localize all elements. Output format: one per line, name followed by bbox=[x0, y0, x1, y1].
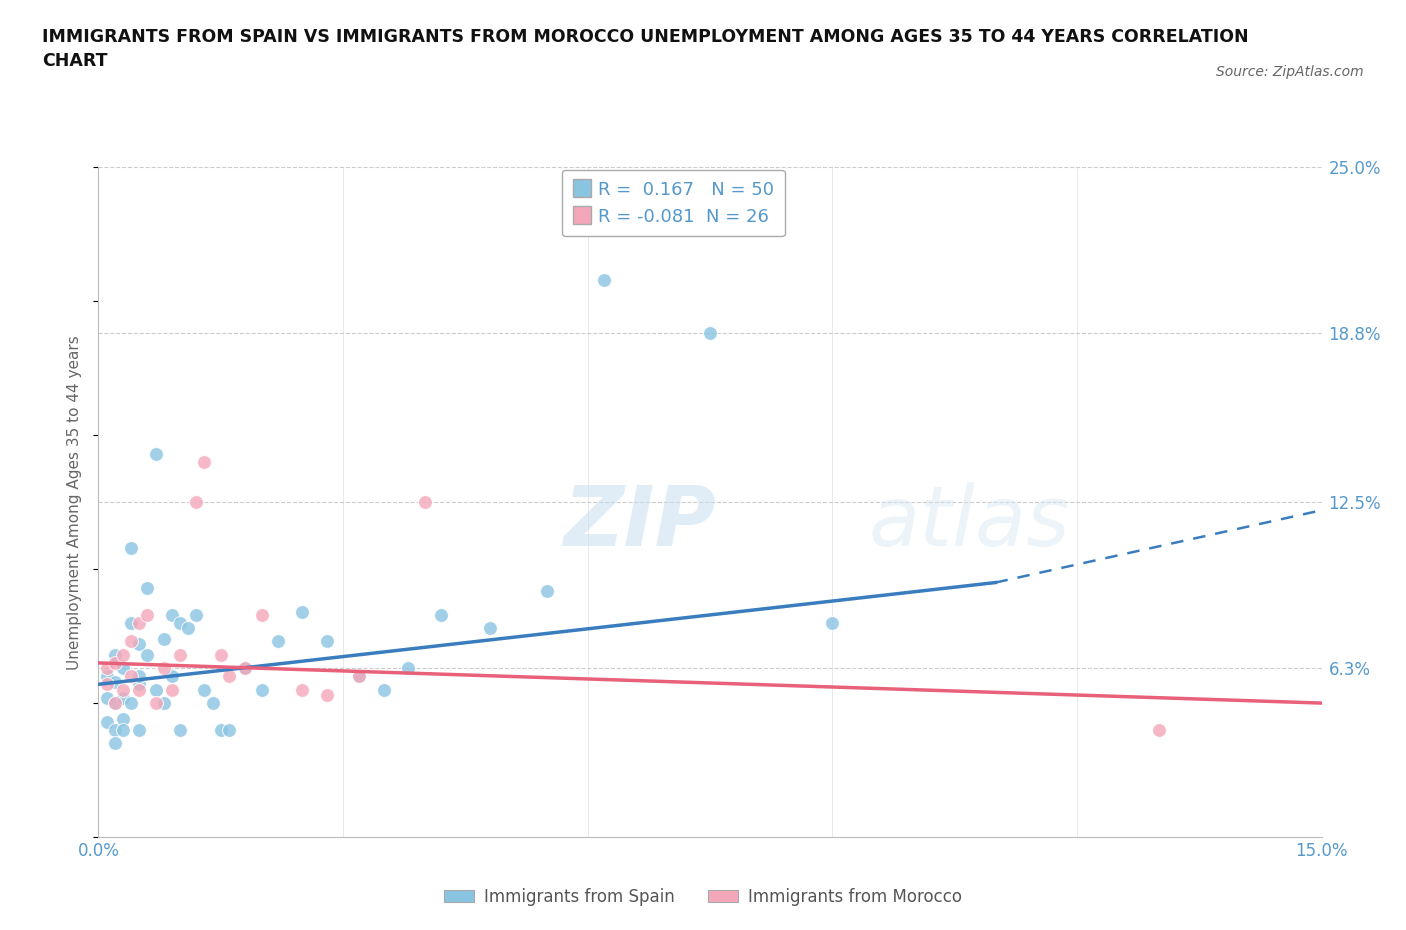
Point bbox=[699, 326, 721, 341]
Point bbox=[209, 723, 232, 737]
Point bbox=[160, 607, 183, 622]
Point bbox=[145, 683, 167, 698]
Point bbox=[145, 696, 167, 711]
Point bbox=[177, 620, 200, 635]
Point bbox=[128, 683, 150, 698]
Point bbox=[160, 669, 183, 684]
Point bbox=[160, 683, 183, 698]
Point bbox=[96, 669, 118, 684]
Point bbox=[128, 616, 150, 631]
Point bbox=[430, 607, 453, 622]
Point bbox=[152, 696, 174, 711]
Point bbox=[201, 696, 224, 711]
Point bbox=[984, 106, 1007, 121]
Point bbox=[413, 495, 436, 510]
Point bbox=[291, 604, 314, 619]
Text: atlas: atlas bbox=[869, 482, 1071, 563]
Point bbox=[96, 677, 118, 692]
Point bbox=[209, 647, 232, 662]
Point bbox=[120, 634, 142, 649]
Point bbox=[233, 661, 256, 676]
Point bbox=[96, 714, 118, 729]
Point bbox=[104, 736, 127, 751]
Point bbox=[136, 607, 159, 622]
Point bbox=[396, 661, 419, 676]
Text: IMMIGRANTS FROM SPAIN VS IMMIGRANTS FROM MOROCCO UNEMPLOYMENT AMONG AGES 35 TO 4: IMMIGRANTS FROM SPAIN VS IMMIGRANTS FROM… bbox=[42, 28, 1249, 70]
Point bbox=[250, 607, 273, 622]
Point bbox=[233, 661, 256, 676]
Point bbox=[267, 634, 290, 649]
Point bbox=[152, 661, 174, 676]
Point bbox=[186, 607, 208, 622]
Point bbox=[193, 455, 215, 470]
Point bbox=[104, 723, 127, 737]
Point bbox=[128, 637, 150, 652]
Point bbox=[120, 540, 142, 555]
Point bbox=[111, 711, 134, 726]
Point bbox=[152, 631, 174, 646]
Point bbox=[218, 723, 240, 737]
Point bbox=[349, 669, 371, 684]
Point bbox=[478, 620, 501, 635]
Point bbox=[111, 647, 134, 662]
Point bbox=[145, 446, 167, 461]
Point bbox=[128, 723, 150, 737]
Point bbox=[104, 674, 127, 689]
Point bbox=[169, 723, 191, 737]
Point bbox=[186, 495, 208, 510]
Point bbox=[593, 272, 616, 287]
Point bbox=[315, 687, 337, 702]
Point bbox=[193, 683, 215, 698]
Point bbox=[169, 616, 191, 631]
Point bbox=[169, 647, 191, 662]
Point bbox=[104, 656, 127, 671]
Point bbox=[291, 683, 314, 698]
Point bbox=[536, 583, 558, 598]
Text: ZIP: ZIP bbox=[564, 482, 716, 563]
Point bbox=[104, 696, 127, 711]
Point bbox=[104, 696, 127, 711]
Point bbox=[111, 723, 134, 737]
Legend: R =  0.167   N = 50, R = -0.081  N = 26: R = 0.167 N = 50, R = -0.081 N = 26 bbox=[562, 170, 785, 236]
Point bbox=[128, 677, 150, 692]
Point bbox=[96, 690, 118, 705]
Text: Source: ZipAtlas.com: Source: ZipAtlas.com bbox=[1216, 65, 1364, 79]
Point bbox=[120, 669, 142, 684]
Point bbox=[96, 661, 118, 676]
Point bbox=[104, 647, 127, 662]
Point bbox=[218, 669, 240, 684]
Legend: Immigrants from Spain, Immigrants from Morocco: Immigrants from Spain, Immigrants from M… bbox=[437, 881, 969, 912]
Point bbox=[821, 616, 844, 631]
Point bbox=[111, 690, 134, 705]
Point bbox=[111, 683, 134, 698]
Point bbox=[373, 683, 395, 698]
Point bbox=[120, 616, 142, 631]
Point bbox=[136, 647, 159, 662]
Point bbox=[349, 669, 371, 684]
Point bbox=[250, 683, 273, 698]
Point bbox=[1147, 723, 1170, 737]
Point bbox=[136, 580, 159, 595]
Point bbox=[120, 696, 142, 711]
Point bbox=[315, 634, 337, 649]
Y-axis label: Unemployment Among Ages 35 to 44 years: Unemployment Among Ages 35 to 44 years bbox=[67, 335, 83, 670]
Point bbox=[128, 669, 150, 684]
Point bbox=[111, 661, 134, 676]
